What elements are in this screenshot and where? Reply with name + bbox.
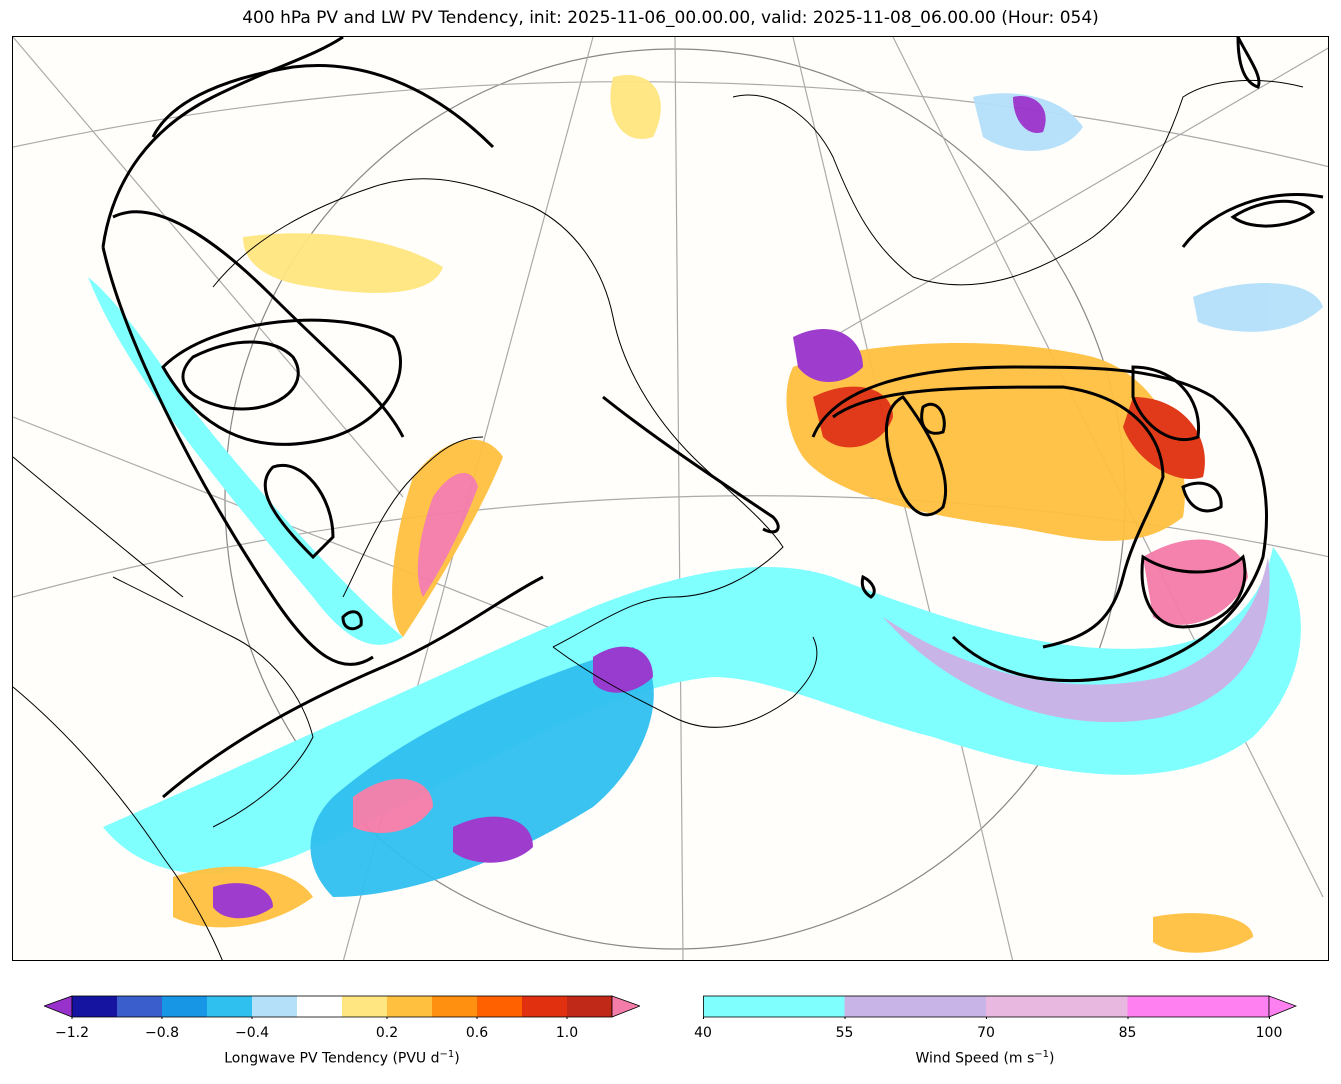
pv-contour <box>884 395 948 517</box>
jet-band <box>88 277 403 645</box>
wind-speed-tick-label: 70 <box>977 1025 995 1041</box>
coastline <box>732 79 1304 286</box>
wind-speed-colorbar: 40 55 70 85 100 Wind Speed (m s−1) <box>694 995 1298 1075</box>
coastline <box>112 576 314 828</box>
positive-tendency-area <box>610 75 661 139</box>
pv-contour <box>1181 192 1324 248</box>
colorbar-swatch <box>387 996 433 1017</box>
pv-contour <box>341 610 363 631</box>
pv-contour <box>602 395 780 534</box>
pv-contour <box>860 574 876 599</box>
negative-tendency-area <box>310 647 654 897</box>
colorbar-extend-max <box>611 995 642 1018</box>
pv-contour <box>1230 199 1316 228</box>
colorbar-swatch <box>432 996 478 1017</box>
pv-contour <box>920 403 946 435</box>
wind-speed-colorbar-label: Wind Speed (m s−1) <box>915 1049 1055 1067</box>
border <box>13 686 223 960</box>
coastline <box>552 636 818 728</box>
pv-contour <box>151 64 495 149</box>
pv-contour <box>161 318 402 446</box>
pv-contour <box>181 340 300 411</box>
pv-tendency-tick-label: −0.4 <box>235 1025 269 1041</box>
pv-tendency-shading <box>173 75 1323 953</box>
coastline <box>342 436 484 598</box>
pv-tendency-tick-label: 0.2 <box>375 1025 399 1041</box>
pv-contour <box>1131 365 1201 442</box>
colorbar-swatch <box>703 996 845 1017</box>
pv-tendency-tick-label: 0.6 <box>465 1025 489 1041</box>
pv-contour <box>811 365 1268 683</box>
pv-contour <box>101 37 344 248</box>
colorbar-swatch <box>986 996 1128 1017</box>
positive-tendency-area <box>1153 913 1253 953</box>
wind-speed-tick-label: 85 <box>1118 1025 1137 1041</box>
positive-tendency-area <box>813 386 893 448</box>
map-panel <box>12 36 1329 961</box>
coastlines <box>13 79 1304 960</box>
pv-contour <box>1181 481 1223 513</box>
colorbar-extend-max <box>1268 995 1298 1018</box>
colorbar-swatch <box>477 996 523 1017</box>
pv-contour <box>1140 554 1247 629</box>
coastline <box>212 178 784 648</box>
negative-tendency-area <box>213 883 273 919</box>
pv-tendency-colorbar: −1.2 −0.8 −0.4 0.2 0.6 1.0 Longwave PV Tenden… <box>42 995 642 1075</box>
colorbar-swatch <box>252 996 298 1017</box>
pv-contour <box>112 210 405 438</box>
colorbar-swatch <box>567 996 613 1017</box>
positive-tendency-area <box>243 233 443 293</box>
negative-tendency-area <box>1013 96 1046 133</box>
pv-tendency-tick-label: −0.8 <box>145 1025 179 1041</box>
colorbar-extend-min <box>42 995 73 1018</box>
pv-contour <box>263 464 335 560</box>
positive-tendency-area <box>353 778 433 833</box>
border <box>13 456 184 598</box>
wind-speed-tick-label: 40 <box>694 1025 712 1041</box>
wind-speed-colorbar-svg <box>703 995 1298 1021</box>
colorbar-swatch <box>72 996 118 1017</box>
pv-tendency-tick-label: 1.0 <box>555 1025 579 1041</box>
pv-contour <box>1236 37 1261 89</box>
pv-contours <box>101 37 1324 799</box>
wind-speed-tick-label: 100 <box>1255 1025 1283 1041</box>
meridian-line <box>13 37 404 498</box>
pv-contour <box>162 575 544 799</box>
positive-tendency-area <box>417 473 478 597</box>
colorbar-swatch <box>162 996 208 1017</box>
positive-tendency-area <box>1143 539 1248 625</box>
pv-contour <box>832 385 1165 649</box>
colorbar-swatch <box>297 996 343 1017</box>
pv-tendency-colorbar-label: Longwave PV Tendency (PVU d−1) <box>224 1049 460 1067</box>
colorbar-swatch <box>1127 996 1270 1017</box>
colorbar-swatch <box>342 996 388 1017</box>
colorbar-swatch <box>844 996 987 1017</box>
pv-tendency-tick-label: −1.2 <box>55 1025 89 1041</box>
meridian-line <box>674 37 684 960</box>
wind-speed-tick-label: 55 <box>835 1025 854 1041</box>
colorbar-swatch <box>117 996 163 1017</box>
pv-contour <box>101 246 374 666</box>
colorbar-swatch <box>207 996 253 1017</box>
negative-tendency-area <box>453 816 533 863</box>
colorbar-swatch <box>522 996 568 1017</box>
jet-core <box>883 557 1270 723</box>
pv-tendency-colorbar-svg <box>42 995 642 1021</box>
map-canvas <box>13 37 1328 960</box>
map-title: 400 hPa PV and LW PV Tendency, init: 202… <box>242 8 1099 28</box>
negative-tendency-area <box>1193 283 1323 332</box>
negative-tendency-area <box>793 328 863 382</box>
negative-tendency-area <box>593 646 653 693</box>
latitude-line <box>13 81 1328 168</box>
meridian-line <box>832 47 1328 338</box>
